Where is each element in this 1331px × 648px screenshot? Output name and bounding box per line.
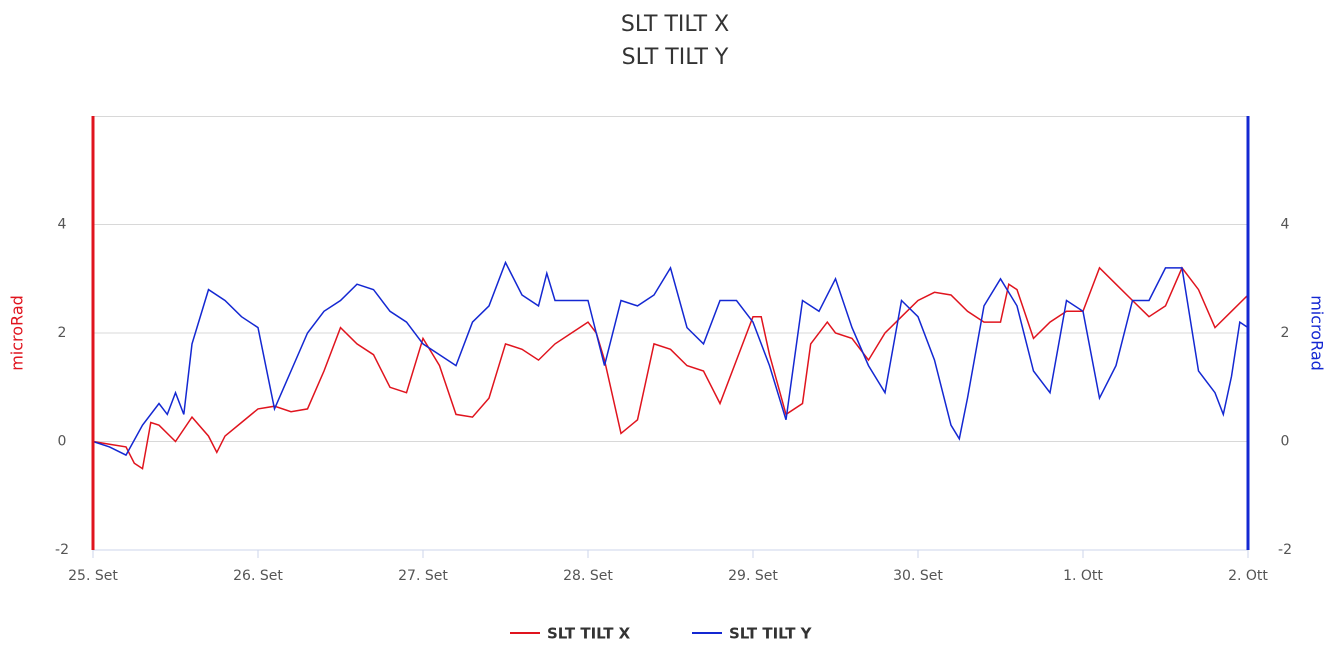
y-tick-label: 2	[58, 325, 67, 341]
y-tick-label: -2	[55, 542, 69, 558]
x-tick-label: 26. Set	[233, 568, 283, 584]
legend-label: SLT TILT X	[547, 625, 631, 643]
y2-tick-label: 4	[1281, 217, 1290, 233]
y-axis-title: microRad	[8, 295, 27, 371]
x-tick-label: 27. Set	[398, 568, 448, 584]
y-tick-label: 0	[58, 434, 67, 450]
chart-title: SLT TILT X	[621, 12, 729, 37]
y2-tick-label: -2	[1278, 542, 1292, 558]
chart-subtitle: SLT TILT Y	[622, 45, 729, 70]
y2-axis-title: microRad	[1308, 295, 1327, 371]
legend-label: SLT TILT Y	[729, 625, 813, 643]
x-tick-label: 29. Set	[728, 568, 778, 584]
y2-tick-label: 2	[1281, 325, 1290, 341]
x-tick-label: 28. Set	[563, 568, 613, 584]
series-line	[92, 266, 1249, 470]
x-tick-label: 25. Set	[68, 568, 118, 584]
series-line	[92, 260, 1249, 457]
x-tick-label: 1. Ott	[1063, 568, 1103, 584]
y2-tick-label: 0	[1281, 434, 1290, 450]
x-tick-label: 2. Ott	[1228, 568, 1268, 584]
x-tick-label: 30. Set	[893, 568, 943, 584]
y-tick-label: 4	[58, 217, 67, 233]
